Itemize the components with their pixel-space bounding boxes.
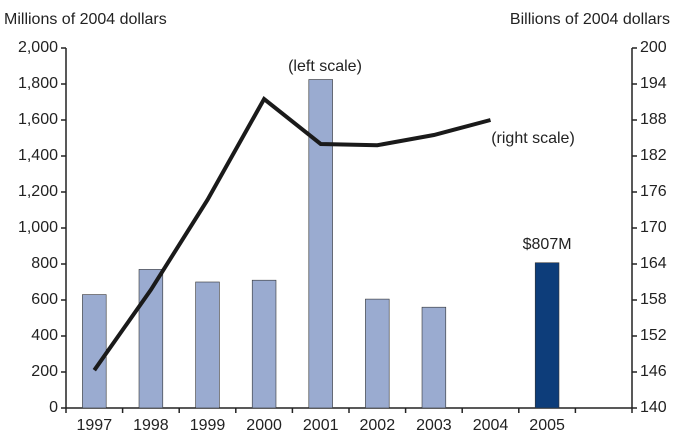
x-tick-label: 2001 <box>303 417 339 434</box>
y2-tick-label: 194 <box>640 75 667 92</box>
bar <box>421 306 447 409</box>
x-tick-label: 1998 <box>133 417 169 434</box>
y-tick-label: 1,200 <box>18 183 58 200</box>
x-tick-label: 2000 <box>246 417 282 434</box>
annotation: (right scale) <box>491 130 575 147</box>
y2-tick-label: 164 <box>640 255 667 272</box>
y2-tick-label: 152 <box>640 327 667 344</box>
y-tick-label: 2,000 <box>18 39 58 56</box>
y-tick-label: 400 <box>31 327 58 344</box>
y-tick-label: 1,000 <box>18 219 58 236</box>
y-tick-label: 200 <box>31 363 58 380</box>
bar <box>195 281 220 409</box>
y-tick-label: 1,600 <box>18 111 58 128</box>
y2-tick-label: 176 <box>640 183 667 200</box>
y2-tick-label: 170 <box>640 219 667 236</box>
y-tick-label: 600 <box>31 291 58 308</box>
bar <box>365 298 390 409</box>
annotation: (left scale) <box>288 58 362 75</box>
y2-tick-label: 200 <box>640 39 667 56</box>
x-tick-label: 2002 <box>360 417 396 434</box>
line <box>92 95 492 372</box>
x-tick-label: 2004 <box>473 417 509 434</box>
x-tick-label: 2005 <box>529 417 565 434</box>
y-tick-label: 1,800 <box>18 75 58 92</box>
y-axis-title: Millions of 2004 dollars <box>4 11 167 28</box>
y-tick-label: 0 <box>49 399 58 416</box>
bar <box>308 79 333 409</box>
y2-axis-title: Billions of 2004 dollars <box>510 11 670 28</box>
bar <box>251 279 277 409</box>
y2-tick-label: 188 <box>640 111 667 128</box>
y2-tick-label: 158 <box>640 291 667 308</box>
value-label: $807M <box>523 236 572 253</box>
y2-tick-label: 140 <box>640 399 667 416</box>
bar <box>138 269 164 409</box>
y2-tick-label: 146 <box>640 363 667 380</box>
bar <box>534 262 560 409</box>
y-tick-label: 1,400 <box>18 147 58 164</box>
y2-tick-label: 182 <box>640 147 667 164</box>
bar <box>82 294 107 409</box>
x-tick-label: 1997 <box>77 417 113 434</box>
x-tick-label: 1999 <box>190 417 226 434</box>
x-tick-label: 2003 <box>416 417 452 434</box>
y-tick-label: 800 <box>31 255 58 272</box>
